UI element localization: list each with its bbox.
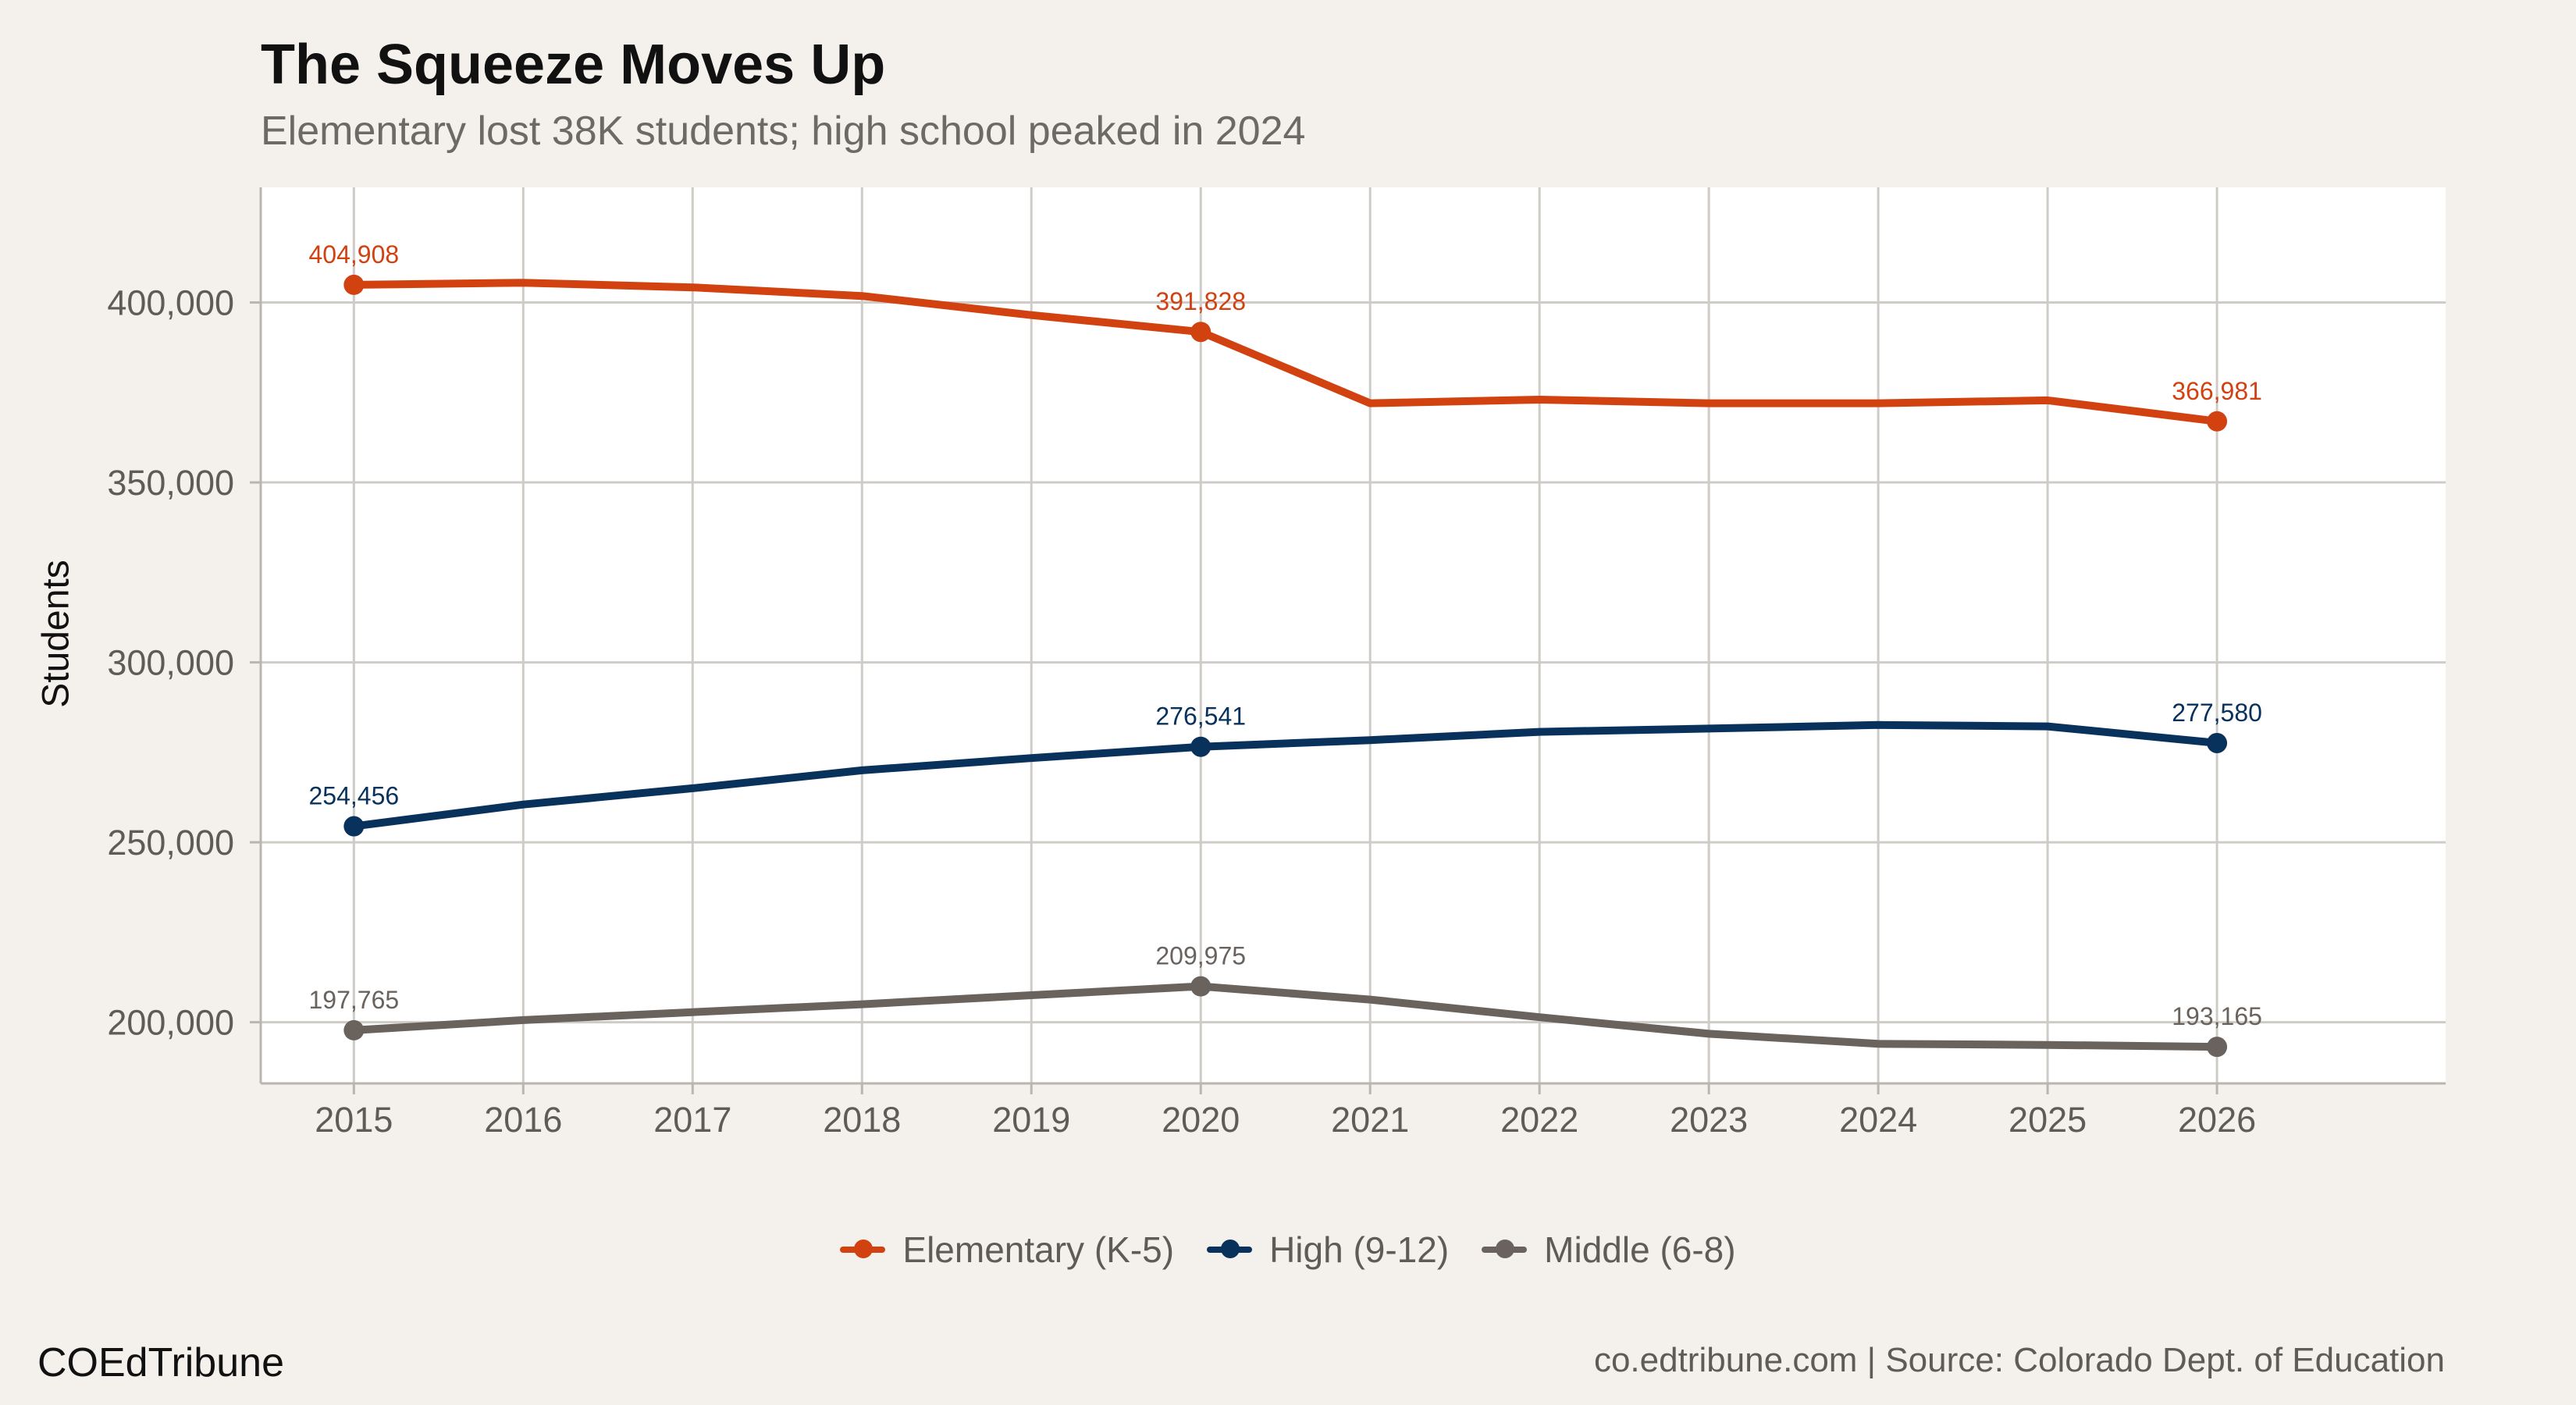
point-middle-6-8 [343,1019,365,1040]
point-elementary-k-5 [2207,411,2228,432]
x-tick-label: 2018 [823,1100,901,1140]
axes [250,187,2446,1094]
legend-item-middle: Middle (6-8) [1482,1229,1736,1271]
legend-key-middle [1482,1239,1528,1261]
data-label-high-9-12: 254,456 [309,782,400,810]
legend-label-high: High (9-12) [1269,1229,1450,1270]
point-high-9-12 [1190,736,1212,757]
x-tick-label: 2022 [1500,1100,1578,1140]
data-label-middle-6-8: 209,975 [1155,942,1246,970]
x-tick-label: 2017 [653,1100,731,1140]
legend-label-elementary: Elementary (K-5) [902,1229,1175,1270]
point-high-9-12 [2207,732,2228,753]
x-tick-label: 2023 [1670,1100,1748,1140]
legend-item-high: High (9-12) [1207,1229,1449,1271]
point-elementary-k-5 [343,274,365,295]
point-middle-6-8 [1190,976,1212,997]
x-tick-label: 2026 [2178,1100,2256,1140]
y-tick-label: 350,000 [107,463,234,503]
data-labels: 404,908 391,828 366,981 254,456 276,541 277,5… [309,240,2262,1030]
legend-item-elementary: Elementary (K-5) [840,1229,1174,1271]
x-tick-label: 2024 [1839,1100,1917,1140]
tick-labels: 2015 2016 2017 2018 2019 2020 2021 2022 2023 2024… [107,283,2256,1140]
x-tick-label: 2016 [484,1100,562,1140]
data-label-high-9-12: 276,541 [1155,702,1246,731]
legend-dot-elementary [854,1240,873,1258]
source-note: co.edtribune.com | Source: Colorado Dept… [1593,1341,2445,1379]
y-tick-label: 400,000 [107,283,234,323]
brand-name: COEdTribune [37,1340,284,1385]
x-tick-label: 2025 [2008,1100,2087,1140]
series-line-elementary-k-5 [350,279,2222,425]
data-label-elementary-k-5: 391,828 [1155,287,1246,315]
legend-key-elementary [840,1239,886,1261]
legend-dot-middle [1496,1240,1515,1258]
legend-dot-high [1221,1240,1240,1258]
point-elementary-k-5 [1190,322,1212,343]
data-label-elementary-k-5: 404,908 [309,240,400,269]
plot-background [261,187,2446,1083]
series-lines [350,279,2222,1051]
legend-key-high [1207,1239,1253,1261]
y-axis-label: Students [35,560,77,708]
point-high-9-12 [343,816,365,837]
series-line-middle-6-8 [350,982,2222,1051]
x-tick-label: 2020 [1162,1100,1240,1140]
y-tick-label: 300,000 [107,643,234,683]
series-line-high-9-12 [350,720,2222,831]
data-label-middle-6-8: 197,765 [309,986,400,1014]
data-label-middle-6-8: 193,165 [2172,1002,2262,1030]
x-tick-label: 2015 [315,1100,393,1140]
point-middle-6-8 [2207,1037,2228,1058]
data-label-elementary-k-5: 366,981 [2172,377,2262,405]
plot-panel [261,187,2446,1083]
y-tick-label: 250,000 [107,823,234,863]
x-tick-label: 2021 [1331,1100,1409,1140]
x-tick-label: 2019 [992,1100,1070,1140]
data-markers [343,274,2228,1058]
chart-subtitle: Elementary lost 38K students; high schoo… [261,108,1306,154]
y-tick-label: 200,000 [107,1003,234,1043]
legend-label-middle: Middle (6-8) [1544,1229,1736,1270]
chart-title: The Squeeze Moves Up [261,34,886,96]
legend: Elementary (K-5) High (9-12) Middle (6-8… [0,1222,2576,1277]
data-label-high-9-12: 277,580 [2172,699,2262,727]
